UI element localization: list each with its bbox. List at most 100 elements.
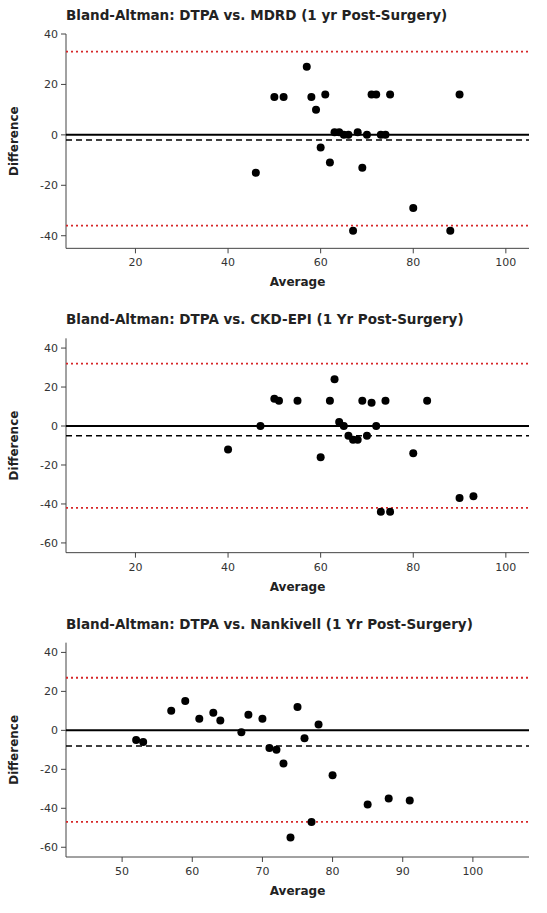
point xyxy=(237,728,245,736)
point xyxy=(303,63,311,71)
point xyxy=(326,159,334,167)
point xyxy=(423,397,431,405)
y-tick xyxy=(61,542,66,543)
x-tick xyxy=(505,248,506,253)
point xyxy=(372,422,380,430)
x-tick-label: 20 xyxy=(128,256,142,269)
y-tick xyxy=(61,808,66,809)
point xyxy=(301,734,309,742)
point xyxy=(409,449,417,457)
y-tick xyxy=(61,235,66,236)
point xyxy=(294,703,302,711)
upper-loa-line xyxy=(66,677,529,679)
lower-loa-line xyxy=(66,821,529,823)
y-tick-label: -40 xyxy=(40,498,58,511)
y-tick-label: 40 xyxy=(44,342,58,355)
bias-line xyxy=(66,435,529,437)
y-tick-label: -20 xyxy=(40,763,58,776)
y-tick-label: -40 xyxy=(40,230,58,243)
y-axis-label: Difference xyxy=(7,106,21,176)
point xyxy=(368,399,376,407)
plot-area xyxy=(66,678,529,842)
y-tick xyxy=(61,348,66,349)
x-axis-label: Average xyxy=(270,884,326,898)
y-tick-label: 0 xyxy=(51,724,58,737)
point xyxy=(139,738,147,746)
point xyxy=(409,204,417,212)
x-tick-label: 60 xyxy=(185,865,199,878)
x-tick xyxy=(402,857,403,862)
x-tick xyxy=(413,553,414,558)
point xyxy=(294,397,302,405)
x-tick-label: 20 xyxy=(128,561,142,574)
x-tick-label: 40 xyxy=(221,561,235,574)
point xyxy=(315,721,323,729)
y-axis-label: Difference xyxy=(7,715,21,785)
point xyxy=(354,128,362,136)
y-tick-label: 40 xyxy=(44,646,58,659)
y-tick xyxy=(61,652,66,653)
zero-line xyxy=(66,134,529,136)
x-axis-label: Average xyxy=(270,580,326,594)
point xyxy=(456,91,464,99)
bias-line xyxy=(66,745,529,747)
y-tick xyxy=(61,34,66,35)
y-tick-label: 0 xyxy=(51,420,58,433)
x-tick-label: 70 xyxy=(255,865,269,878)
x-tick xyxy=(505,553,506,558)
y-tick-label: -20 xyxy=(40,179,58,192)
x-tick-label: 80 xyxy=(326,865,340,878)
x-tick-label: 80 xyxy=(406,561,420,574)
x-tick xyxy=(472,857,473,862)
point xyxy=(381,397,389,405)
point xyxy=(256,422,264,430)
x-tick-label: 80 xyxy=(406,256,420,269)
point xyxy=(358,164,366,172)
x-tick xyxy=(228,248,229,253)
y-tick xyxy=(61,426,66,427)
y-tick-label: 20 xyxy=(44,78,58,91)
panel: Bland-Altman: DTPA vs. CKD-EPI (1 Yr Pos… xyxy=(7,311,529,593)
x-tick-label: 100 xyxy=(495,256,516,269)
x-tick-label: 90 xyxy=(396,865,410,878)
point xyxy=(456,494,464,502)
y-tick xyxy=(61,769,66,770)
y-tick xyxy=(61,730,66,731)
y-tick-label: 20 xyxy=(44,685,58,698)
y-tick xyxy=(61,847,66,848)
upper-loa-line xyxy=(66,51,529,53)
x-tick xyxy=(320,553,321,558)
point xyxy=(329,771,337,779)
y-tick xyxy=(61,464,66,465)
y-tick xyxy=(61,185,66,186)
point xyxy=(372,91,380,99)
upper-loa-line xyxy=(66,363,529,365)
point xyxy=(317,143,325,151)
point xyxy=(308,818,316,826)
y-tick xyxy=(61,691,66,692)
point xyxy=(381,131,389,139)
bias-line xyxy=(66,139,529,141)
x-tick-label: 100 xyxy=(462,865,483,878)
x-tick-label: 50 xyxy=(115,865,129,878)
x-tick-label: 60 xyxy=(314,561,328,574)
point xyxy=(406,796,414,804)
point xyxy=(349,227,357,235)
point xyxy=(331,375,339,383)
point xyxy=(364,800,372,808)
panel: Bland-Altman: DTPA vs. Nankivell (1 Yr P… xyxy=(7,616,529,898)
zero-line xyxy=(66,729,529,731)
x-tick xyxy=(135,553,136,558)
point xyxy=(446,227,454,235)
plot-area xyxy=(66,52,529,235)
title: Bland-Altman: DTPA vs. MDRD (1 yr Post-S… xyxy=(66,7,447,23)
point xyxy=(363,432,371,440)
y-tick-label: -20 xyxy=(40,459,58,472)
point xyxy=(216,717,224,725)
y-tick-label: 40 xyxy=(44,28,58,41)
point xyxy=(244,711,252,719)
title: Bland-Altman: DTPA vs. CKD-EPI (1 Yr Pos… xyxy=(66,311,464,327)
x-tick-label: 100 xyxy=(495,561,516,574)
point xyxy=(132,736,140,744)
x-tick xyxy=(320,248,321,253)
